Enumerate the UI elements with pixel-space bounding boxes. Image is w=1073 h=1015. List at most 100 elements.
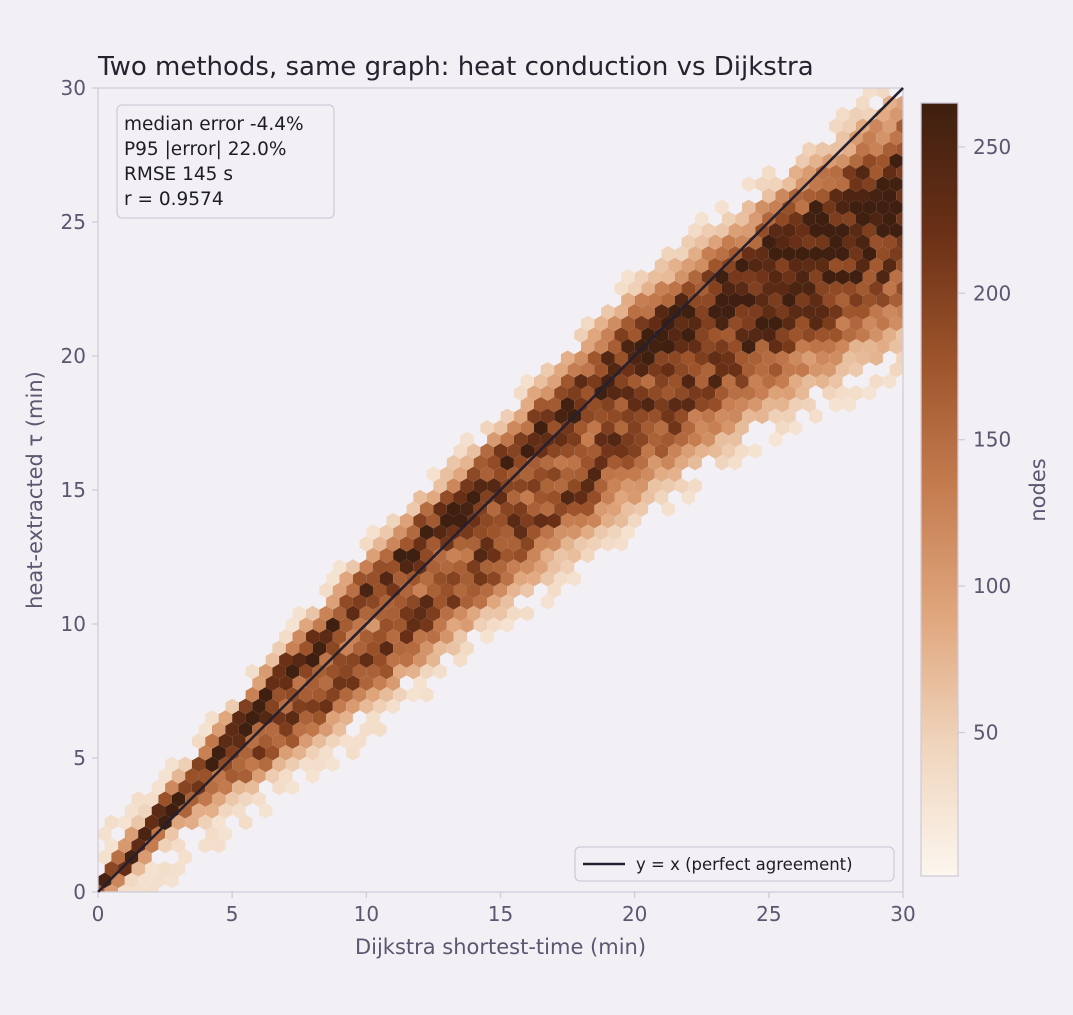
hexbin-cell <box>373 582 387 598</box>
hexbin-cell <box>507 443 521 459</box>
hexbin-cell <box>822 362 836 378</box>
hexbin-cell <box>493 443 508 459</box>
hexbin-cell <box>560 373 575 390</box>
hexbin-cell <box>245 710 259 726</box>
hexbin-cell <box>426 629 441 645</box>
hexbin-cell <box>446 501 461 517</box>
hexbin-cell <box>285 710 300 726</box>
hexbin-cell <box>748 257 763 274</box>
hexbin-cell <box>869 327 883 343</box>
hexbin-cell <box>842 257 856 274</box>
hexbin-cell <box>789 304 803 320</box>
hexbin-cell <box>721 280 736 297</box>
hexbin-cell <box>500 594 514 610</box>
hexbin-cell <box>285 687 300 703</box>
hexbin-cell <box>98 849 112 865</box>
hexbin-cell <box>768 362 783 378</box>
hexbin-cell <box>661 362 675 378</box>
hexbin-cell <box>668 257 682 274</box>
hexbin-cell <box>742 408 756 424</box>
hexbin-cell <box>594 501 608 517</box>
hexbin-cell <box>446 617 461 633</box>
hexbin-cell <box>715 199 729 216</box>
hexbin-cell <box>748 280 763 297</box>
hexbin-cell <box>829 280 843 297</box>
hexbin-cell <box>628 396 642 413</box>
hexbin-cell <box>171 814 186 831</box>
hexbin-cell <box>426 489 441 506</box>
hexbin-cell <box>594 385 608 401</box>
hexbin-cell <box>158 814 172 831</box>
hexbin-cell <box>547 536 561 552</box>
hexbin-cell <box>399 536 414 552</box>
hexbin-cell <box>768 246 783 262</box>
hexbin-cell <box>326 617 340 633</box>
hexbin-cell <box>493 582 508 598</box>
hexbin-cell <box>681 327 695 343</box>
hexbin-cell <box>648 478 662 494</box>
hexbin-cell <box>910 72 923 88</box>
hexbin-cell <box>480 536 494 552</box>
hexbin-cell <box>399 605 414 622</box>
hexbin-cell <box>634 385 649 401</box>
hexbin-cell <box>393 594 407 610</box>
hexbin-cell <box>654 373 669 390</box>
hexbin-cell <box>829 211 843 227</box>
hexbin-cell <box>205 826 219 842</box>
hexbin-cell <box>775 304 789 320</box>
hexbin-cell <box>822 385 836 401</box>
hexbin-cell <box>272 640 286 657</box>
hexbin-cell <box>742 385 756 401</box>
hexbin-cell <box>574 489 588 506</box>
hexbin-cell <box>681 489 695 506</box>
hexbin-cell <box>614 489 628 506</box>
hexbin-cell <box>762 188 776 204</box>
hexbin-cell <box>835 338 850 355</box>
hexbin-cell <box>225 698 239 715</box>
hexbin-cell <box>339 687 353 703</box>
hexbin-cell <box>715 246 729 262</box>
hexbin-cell <box>118 837 132 854</box>
hexbin-cell <box>473 547 488 564</box>
hexbin-cell <box>299 663 313 680</box>
hexbin-cell <box>681 280 695 297</box>
hexbin-cell <box>802 350 816 366</box>
hexbin-cell <box>534 373 548 390</box>
hexbin-cell <box>842 164 856 181</box>
hexbin-cell <box>507 489 521 506</box>
hexbin-cell <box>628 280 642 297</box>
hexbin-cell <box>487 570 501 587</box>
hexbin-cell <box>238 721 253 738</box>
hexbin-cell <box>359 605 373 622</box>
hexbin-cell <box>768 408 783 424</box>
hexbin-cell <box>882 164 897 181</box>
hexbin-cell <box>748 350 763 366</box>
hexbin-cell <box>574 350 588 366</box>
hexbin-cell <box>493 559 508 575</box>
hexbin-cell <box>581 431 595 448</box>
hexbin-cell <box>359 721 373 738</box>
hexbin-cell <box>547 466 561 482</box>
hexbin-cell <box>708 257 722 274</box>
hexbin-cell <box>467 559 481 575</box>
hexbin-cell <box>782 246 796 262</box>
hexbin-cell <box>681 443 695 459</box>
hexbin-cell <box>104 884 119 892</box>
hexbin-cell <box>151 872 166 889</box>
hexbin-cell <box>480 512 494 529</box>
hexbin-cell <box>218 803 233 819</box>
hexbin-cell <box>815 304 830 320</box>
hexbin-cell <box>567 524 581 540</box>
hexbin-cell <box>674 408 689 424</box>
hexbin-cell <box>876 222 890 239</box>
hexbin-cell <box>191 733 206 749</box>
hexbin-cell <box>312 640 327 657</box>
hexbin-cell <box>896 280 903 297</box>
hexbin-cell <box>165 756 179 773</box>
hexbin-cell <box>842 188 856 204</box>
hexbin-cell <box>668 304 682 320</box>
hexbin-cell <box>634 362 649 378</box>
hexbin-cell <box>742 222 756 239</box>
hexbin-cell <box>755 338 769 355</box>
hexbin-cell <box>681 396 695 413</box>
